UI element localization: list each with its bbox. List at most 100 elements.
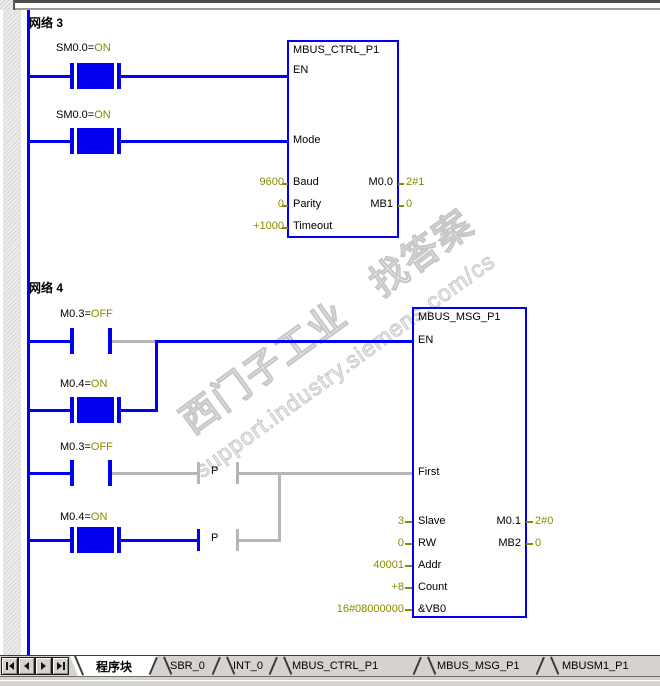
rung-segment <box>121 75 287 78</box>
contact-label: M0.4=ON <box>60 378 107 391</box>
tab-int0[interactable]: INT_0 <box>233 660 263 672</box>
pin-stub <box>405 521 412 523</box>
block-pin-parity: Parity <box>293 198 322 210</box>
pin-stub <box>405 543 412 545</box>
pou-tab-bar: 程序块 SBR_0 INT_0 MBUS_CTRL_P1 MBUS_MSG_P1… <box>0 655 660 676</box>
tabbar-top-border <box>0 655 660 656</box>
contact-label: M0.3=OFF <box>60 308 113 321</box>
contact-closed[interactable] <box>117 128 121 154</box>
contact-symbol: M0.3= <box>60 308 91 320</box>
contact-open[interactable] <box>108 328 112 354</box>
block-pin-vb0: &VB0 <box>418 603 447 615</box>
tab-mbus-ctrl-p1[interactable]: MBUS_CTRL_P1 <box>292 660 379 672</box>
contact-power-fill[interactable] <box>77 527 114 553</box>
contact-open[interactable] <box>70 328 74 354</box>
contact-closed[interactable] <box>117 397 121 423</box>
contact-state: ON <box>94 42 111 54</box>
contact-symbol: SM0.0= <box>56 42 95 54</box>
contact-power-fill[interactable] <box>77 128 114 154</box>
splitter-bar[interactable] <box>15 0 660 10</box>
rung-segment-unpowered <box>112 472 197 475</box>
block-pin-timeout: Timeout <box>293 220 333 232</box>
contact-closed[interactable] <box>70 128 74 154</box>
operand-done-value[interactable]: 2#1 <box>406 176 425 188</box>
block-pin-en: EN <box>418 334 434 346</box>
network-selection-gutter[interactable] <box>3 10 21 656</box>
block-pin-error: MB1 <box>370 198 393 210</box>
operand-error-value[interactable]: 0 <box>406 198 413 210</box>
edge-contact[interactable] <box>236 529 239 551</box>
operand-addr[interactable]: 40001 <box>373 559 404 571</box>
tab-mbusm1-p1[interactable]: MBUSM1_P1 <box>562 660 629 672</box>
next-record-icon <box>41 662 46 670</box>
edge-contact[interactable] <box>236 462 239 484</box>
contact-label: SM0.0=ON <box>56 42 111 55</box>
contact-open[interactable] <box>70 460 74 486</box>
edge-contact[interactable] <box>197 462 200 484</box>
mbus-msg-block[interactable]: MBUS_MSG_P1 EN First Slave RW Addr Count… <box>412 307 527 618</box>
contact-power-fill[interactable] <box>77 63 114 89</box>
operand-count[interactable]: +8 <box>391 581 404 593</box>
contact-closed[interactable] <box>117 527 121 553</box>
last-record-icon <box>56 662 62 670</box>
tab-sbr0[interactable]: SBR_0 <box>170 660 205 672</box>
network3-title: 网络 3 <box>29 16 64 30</box>
first-record-button[interactable] <box>1 657 18 675</box>
rung-segment <box>121 539 197 542</box>
contact-closed[interactable] <box>117 63 121 89</box>
rung-segment <box>121 409 155 412</box>
block-title: MBUS_CTRL_P1 <box>293 44 380 56</box>
operand-timeout[interactable]: +1000 <box>253 220 284 232</box>
operand-slave[interactable]: 3 <box>397 515 404 527</box>
operand-parity[interactable]: 0 <box>277 198 284 210</box>
tab-separator <box>148 656 172 676</box>
branch-junction <box>155 340 158 412</box>
mbus-ctrl-block[interactable]: MBUS_CTRL_P1 EN Mode Baud Parity Timeout… <box>287 40 399 238</box>
tab-program-block[interactable]: 程序块 <box>70 656 158 676</box>
block-pin-mode: Mode <box>293 134 321 146</box>
contact-symbol: M0.4= <box>60 511 91 523</box>
operand-done-value[interactable]: 2#0 <box>535 515 554 527</box>
contact-closed[interactable] <box>70 397 74 423</box>
last-record-button[interactable] <box>52 657 69 675</box>
block-pin-rw: RW <box>418 537 437 549</box>
tab-mbus-msg-p1[interactable]: MBUS_MSG_P1 <box>437 660 520 672</box>
pin-stub <box>398 205 404 207</box>
edge-contact-label: P <box>211 465 219 477</box>
tab-separator <box>211 656 235 676</box>
operand-error-value[interactable]: 0 <box>535 537 542 549</box>
pin-stub <box>282 227 288 229</box>
pin-stub <box>526 543 533 545</box>
next-record-button[interactable] <box>35 657 52 675</box>
first-record-icon <box>5 662 8 670</box>
block-pin-slave: Slave <box>418 515 446 527</box>
pin-stub <box>282 205 288 207</box>
rung-segment-unpowered <box>112 340 155 343</box>
operand-baud[interactable]: 9600 <box>259 176 284 188</box>
branch-junction-unpowered <box>278 473 281 542</box>
pin-stub <box>405 565 412 567</box>
previous-record-button[interactable] <box>18 657 35 675</box>
contact-state: ON <box>90 378 108 390</box>
rung-segment <box>121 140 287 143</box>
block-title: MBUS_MSG_P1 <box>418 311 501 323</box>
power-rail <box>27 10 30 656</box>
contact-label: SM0.0=ON <box>56 109 111 122</box>
rung-segment <box>29 140 70 143</box>
contact-label: M0.3=OFF <box>60 441 113 454</box>
block-pin-addr: Addr <box>418 559 442 571</box>
operand-vb0[interactable]: 16#08000000 <box>336 603 404 615</box>
block-pin-error: MB2 <box>498 537 521 549</box>
operand-rw[interactable]: 0 <box>397 537 404 549</box>
contact-symbol: M0.4= <box>60 378 91 390</box>
contact-power-fill[interactable] <box>77 397 114 423</box>
rung-segment <box>29 340 70 343</box>
contact-open[interactable] <box>108 460 112 486</box>
contact-closed[interactable] <box>70 527 74 553</box>
tab-separator <box>412 656 436 676</box>
edge-contact[interactable] <box>197 529 200 551</box>
pin-stub <box>405 587 412 589</box>
contact-state: ON <box>94 109 111 121</box>
pin-stub <box>282 183 288 185</box>
contact-closed[interactable] <box>70 63 74 89</box>
